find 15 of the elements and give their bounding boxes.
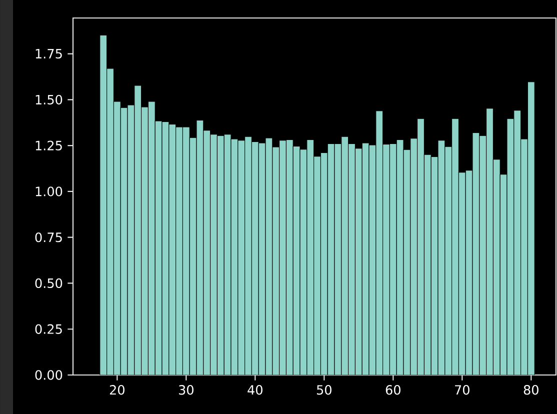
y-tick-label: 0.00 <box>35 370 62 380</box>
x-tick-label: 30 <box>179 385 194 395</box>
x-tick-label: 70 <box>455 385 470 395</box>
y-tick-label: 1.25 <box>36 140 62 150</box>
x-tick-label: 80 <box>524 385 538 395</box>
y-tick-label: 1.00 <box>36 186 62 196</box>
y-tick-label: 0.75 <box>35 232 62 242</box>
y-tick-label: 0.25 <box>35 324 62 334</box>
y-tick-label: 0.50 <box>35 278 62 288</box>
x-tick-label: 60 <box>386 385 400 395</box>
y-tick-label: 1.75 <box>36 49 62 59</box>
x-tick-label: 40 <box>248 385 262 395</box>
y-tick-label: 1.50 <box>36 94 62 105</box>
x-tick-label: 20 <box>110 385 124 395</box>
x-tick-label: 50 <box>316 385 332 395</box>
